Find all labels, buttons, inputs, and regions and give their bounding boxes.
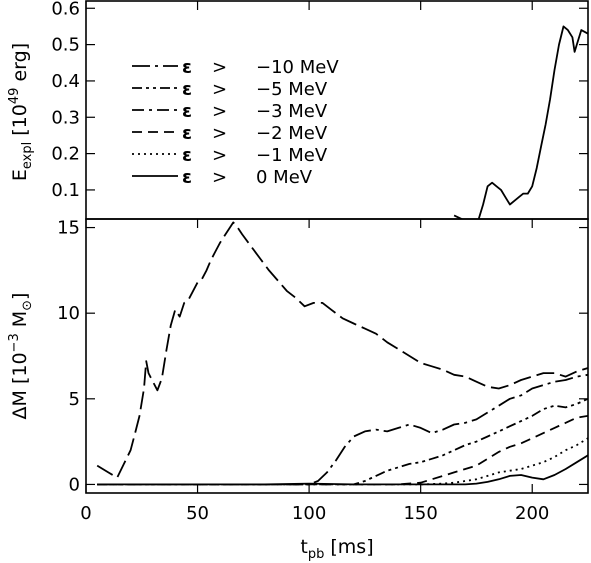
legend-epsilon: ε — [182, 57, 192, 78]
bottom-x-ticks: 0 50 100 150 200 — [80, 1, 549, 524]
x-tick-label: 200 — [515, 503, 549, 524]
legend-epsilon: ε — [182, 167, 192, 188]
bottom-curves — [96, 221, 588, 486]
bottom-y-tick-label: 10 — [57, 303, 80, 324]
legend-value: −3 MeV — [256, 101, 328, 122]
legend-operator: > — [212, 79, 227, 100]
top-y-ticks: 0.1 0.2 0.3 0.4 0.5 0.6 — [51, 0, 588, 201]
bottom-y-axis-label: ΔM [10−3 M⊙] — [7, 293, 35, 420]
bottom-series-long-dash — [96, 221, 588, 479]
legend-epsilon: ε — [182, 123, 192, 144]
legend-value: −10 MeV — [256, 57, 339, 78]
legend-epsilon: ε — [182, 145, 192, 166]
bottom-series-long-dash-dot — [97, 373, 588, 486]
bottom-y-tick-label: 5 — [69, 389, 80, 410]
bottom-panel-frame — [85, 218, 589, 494]
top-curves — [453, 25, 588, 219]
top-y-tick-label: 0.1 — [51, 180, 80, 201]
top-y-axis-label: Eexpl [1049 erg] — [7, 43, 35, 181]
top-y-tick-label: 0.2 — [51, 144, 80, 165]
top-y-tick-label: 0.5 — [51, 35, 80, 56]
bottom-y-ticks: 0 5 10 15 — [57, 218, 588, 495]
x-axis-label: tpb [ms] — [300, 536, 373, 562]
bottom-y-tick-label: 15 — [57, 218, 80, 239]
top-y-tick-label: 0.3 — [51, 107, 80, 128]
legend-value: −2 MeV — [256, 123, 328, 144]
x-tick-label: 100 — [292, 503, 326, 524]
legend-operator: > — [212, 57, 227, 78]
x-tick-label: 150 — [403, 503, 437, 524]
legend-operator: > — [212, 145, 227, 166]
x-tick-label: 0 — [80, 503, 91, 524]
bottom-series-dotted — [97, 437, 588, 486]
legend-operator: > — [212, 101, 227, 122]
legend-value: −1 MeV — [256, 145, 328, 166]
legend-value: −5 MeV — [256, 79, 328, 100]
legend-value: 0 MeV — [256, 167, 313, 188]
legend-epsilon: ε — [182, 79, 192, 100]
top-series-dashed — [453, 214, 464, 219]
legend-operator: > — [212, 167, 227, 188]
legend-epsilon: ε — [182, 101, 192, 122]
bottom-series-solid — [97, 454, 588, 486]
legend-operator: > — [212, 123, 227, 144]
legend: ε > −10 MeV ε > −5 MeV ε > −3 MeV ε > −2 MeV ε > −1 Me… — [132, 57, 339, 188]
top-y-tick-label: 0.4 — [51, 71, 80, 92]
bottom-series-dash-dot-dot — [97, 397, 588, 486]
top-y-tick-label: 0.6 — [51, 0, 80, 19]
bottom-y-tick-label: 0 — [69, 474, 80, 495]
x-tick-label: 50 — [186, 503, 209, 524]
bottom-series-dashed — [97, 415, 588, 486]
top-series-solid — [477, 25, 588, 219]
